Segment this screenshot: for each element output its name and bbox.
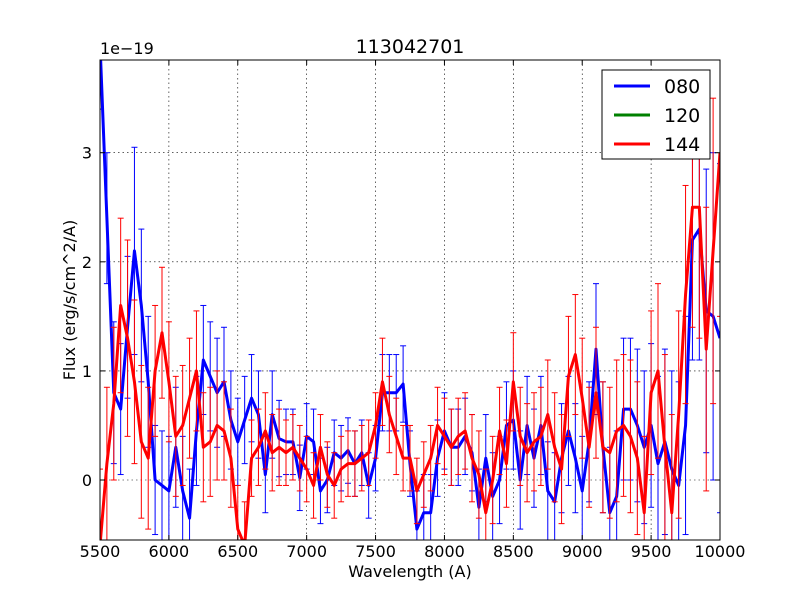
x-tick-label: 5500	[80, 542, 121, 561]
plot-series	[100, 60, 720, 540]
y-tick-label: 2	[82, 253, 92, 272]
y-tick-label: 0	[82, 471, 92, 490]
x-tick-label: 6000	[149, 542, 190, 561]
y-multiplier-label: 1e−19	[100, 39, 154, 58]
y-axis-label: Flux (erg/s/cm^2/A)	[60, 220, 79, 381]
x-tick-label: 7000	[286, 542, 327, 561]
legend-label: 080	[664, 76, 700, 98]
axis-ticks: 5500 6000 6500 7000 7500 8000 8500 9000 9500 1000…	[80, 60, 746, 561]
legend-label: 144	[664, 134, 700, 156]
series-144	[100, 60, 720, 540]
x-tick-label: 7500	[355, 542, 396, 561]
chart-title: 113042701	[356, 36, 465, 58]
series-line	[100, 152, 720, 540]
x-tick-label: 9500	[631, 542, 672, 561]
plot-frame	[99, 59, 721, 541]
x-tick-label: 6500	[217, 542, 258, 561]
x-tick-label: 9000	[562, 542, 603, 561]
y-tick-label: 3	[82, 144, 92, 163]
x-tick-label: 10000	[695, 542, 746, 561]
y-tick-label: 1	[82, 362, 92, 381]
legend: 080 120 144	[601, 69, 711, 160]
legend-label: 120	[664, 105, 700, 127]
x-tick-label: 8500	[493, 542, 534, 561]
x-tick-label: 8000	[424, 542, 465, 561]
x-axis-label: Wavelength (A)	[348, 562, 471, 581]
